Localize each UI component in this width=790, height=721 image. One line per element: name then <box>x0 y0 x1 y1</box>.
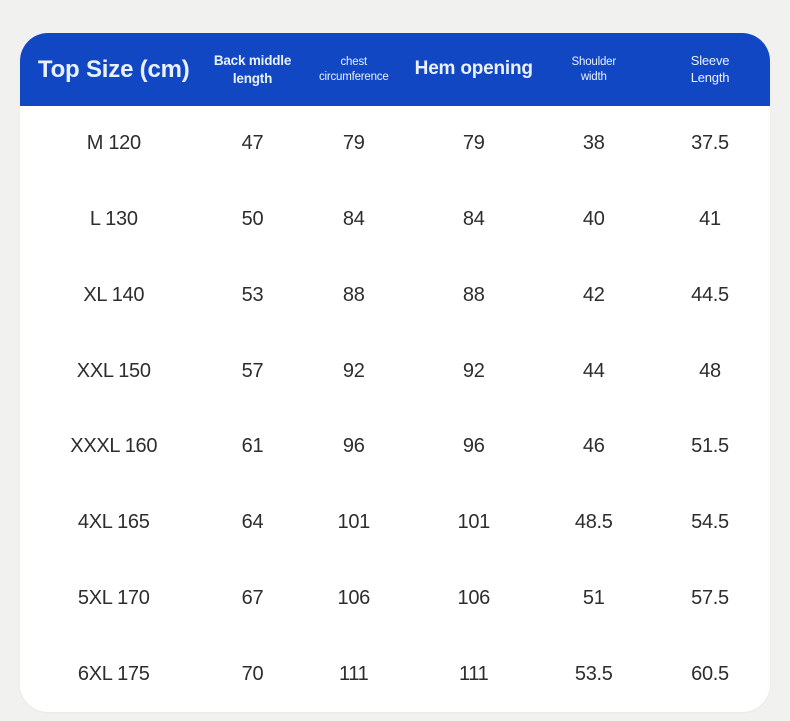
cell-hem-opening: 96 <box>462 435 485 458</box>
cell-shoulder-width: 42 <box>582 283 605 306</box>
header-shoulder-line2: width <box>580 70 607 83</box>
header-back-middle-length-label: Back middle length <box>213 52 292 86</box>
table-row: M 120 47 79 79 38 37.5 <box>20 106 770 182</box>
cell-shoulder-width: 40 <box>582 208 605 231</box>
header-shoulder-width: Shoulder width <box>538 55 651 85</box>
size-chart-header: Top Size (cm) Back middle length chest c… <box>20 33 770 106</box>
header-sleeve-length: Sleeve Length <box>650 53 770 87</box>
cell-size: 6XL 175 <box>77 662 150 685</box>
table-row: L 130 50 84 84 40 41 <box>20 182 770 258</box>
table-row: 6XL 175 70 111 111 53.5 60.5 <box>20 636 770 712</box>
header-chest-line1: chest <box>340 55 368 68</box>
cell-shoulder-width: 48.5 <box>574 511 613 534</box>
header-chest-line2: circumference <box>318 70 389 83</box>
cell-size: XL 140 <box>83 283 145 306</box>
cell-chest-circumference: 111 <box>338 662 369 685</box>
header-top-size: Top Size (cm) <box>20 54 208 85</box>
cell-back-middle-length: 67 <box>241 586 264 609</box>
cell-sleeve-length: 51.5 <box>691 435 729 458</box>
cell-hem-opening: 106 <box>457 586 491 609</box>
cell-chest-circumference: 101 <box>337 511 371 534</box>
cell-sleeve-length: 44.5 <box>691 283 729 306</box>
cell-back-middle-length: 61 <box>241 435 264 458</box>
cell-hem-opening: 92 <box>462 359 485 382</box>
cell-hem-opening: 84 <box>462 208 485 231</box>
cell-back-middle-length: 64 <box>241 511 264 534</box>
cell-sleeve-length: 37.5 <box>691 132 729 155</box>
cell-size: XXL 150 <box>76 359 151 382</box>
cell-shoulder-width: 51 <box>582 586 605 609</box>
cell-back-middle-length: 57 <box>241 359 264 382</box>
cell-back-middle-length: 70 <box>241 662 264 685</box>
header-chest-circumference: chest circumference <box>298 55 411 85</box>
header-shoulder-line1: Shoulder <box>571 55 617 68</box>
table-row: XXXL 160 61 96 96 46 51.5 <box>20 409 770 485</box>
cell-sleeve-length: 41 <box>699 208 721 231</box>
header-sleeve-line1: Sleeve <box>690 52 730 68</box>
cell-size: L 130 <box>89 208 138 231</box>
cell-size: XXXL 160 <box>70 435 158 458</box>
cell-size: M 120 <box>86 132 141 155</box>
cell-size: 5XL 170 <box>77 586 150 609</box>
cell-hem-opening: 79 <box>462 132 485 155</box>
header-back-middle-length: Back middle length <box>208 52 298 87</box>
cell-chest-circumference: 106 <box>337 586 371 609</box>
table-row: XXL 150 57 92 92 44 48 <box>20 333 770 409</box>
cell-shoulder-width: 44 <box>582 359 605 382</box>
size-chart-body: M 120 47 79 79 38 37.5 L 130 50 84 84 40… <box>20 106 770 712</box>
cell-chest-circumference: 92 <box>342 359 365 382</box>
header-top-size-label: Top Size (cm) <box>37 55 190 83</box>
cell-hem-opening: 88 <box>462 283 485 306</box>
cell-hem-opening: 101 <box>457 511 491 534</box>
cell-hem-opening: 111 <box>458 662 489 685</box>
table-row: XL 140 53 88 88 42 44.5 <box>20 258 770 334</box>
cell-back-middle-length: 53 <box>241 283 264 306</box>
table-row: 5XL 170 67 106 106 51 57.5 <box>20 561 770 637</box>
cell-sleeve-length: 54.5 <box>691 511 729 534</box>
cell-sleeve-length: 60.5 <box>691 662 729 685</box>
cell-shoulder-width: 53.5 <box>574 662 613 685</box>
cell-shoulder-width: 46 <box>582 435 605 458</box>
cell-chest-circumference: 79 <box>342 132 365 155</box>
cell-back-middle-length: 50 <box>241 208 264 231</box>
cell-sleeve-length: 57.5 <box>691 586 729 609</box>
cell-sleeve-length: 48 <box>699 359 721 382</box>
cell-chest-circumference: 96 <box>342 435 365 458</box>
cell-shoulder-width: 38 <box>582 132 605 155</box>
cell-chest-circumference: 88 <box>342 283 365 306</box>
header-hem-opening-label: Hem opening <box>414 58 533 80</box>
header-sleeve-line2: Length <box>690 69 730 85</box>
header-hem-opening: Hem opening <box>410 57 538 82</box>
cell-size: 4XL 165 <box>77 511 150 534</box>
cell-back-middle-length: 47 <box>241 132 264 155</box>
size-chart-card: Top Size (cm) Back middle length chest c… <box>20 33 770 712</box>
cell-chest-circumference: 84 <box>342 208 365 231</box>
table-row: 4XL 165 64 101 101 48.5 54.5 <box>20 485 770 561</box>
